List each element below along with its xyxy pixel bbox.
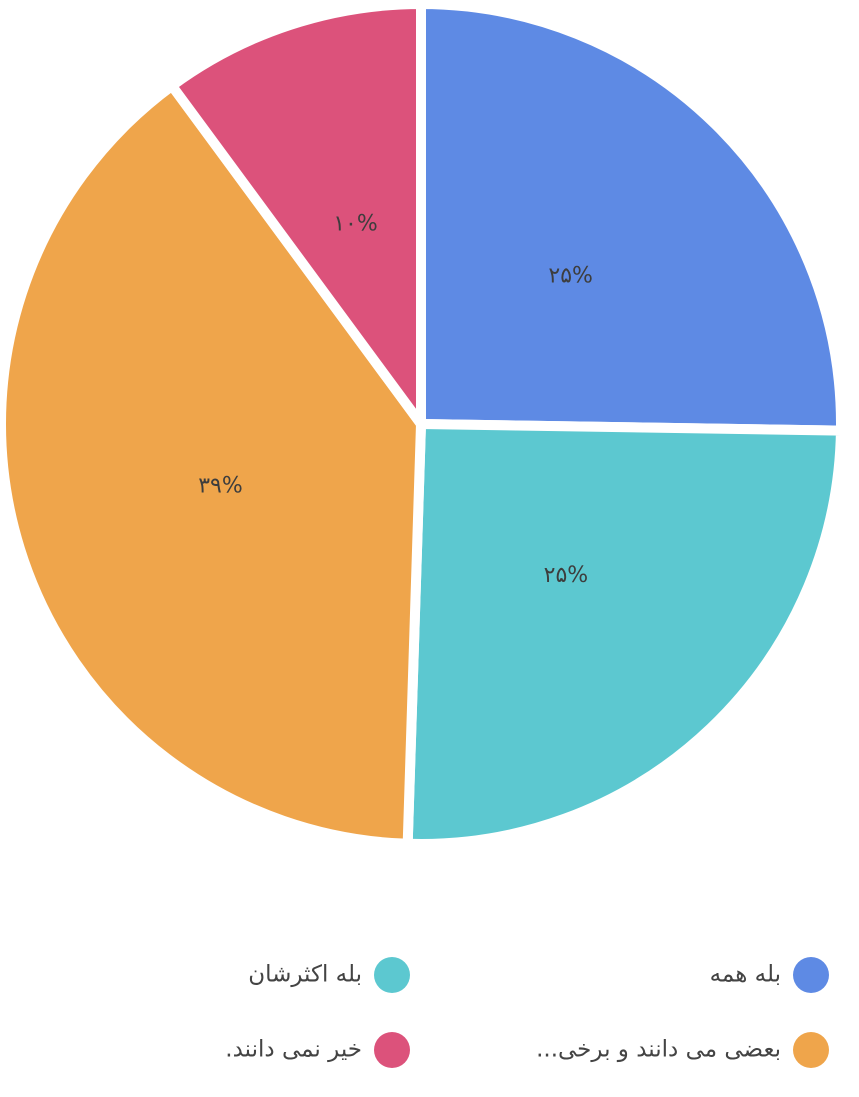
- legend-marker[interactable]: [793, 1032, 829, 1068]
- legend-label[interactable]: بله اکثرشان: [248, 962, 362, 988]
- slice-label: ۲۵%: [544, 563, 589, 588]
- pie-slice[interactable]: [402, 419, 846, 849]
- legend-marker[interactable]: [374, 957, 410, 993]
- legend-label[interactable]: خیر نمی دانند.: [225, 1037, 362, 1063]
- slice-label: ۱۰%: [333, 211, 378, 236]
- slice-label: ۳۹%: [198, 473, 243, 498]
- legend-label[interactable]: بعضی می دانند و برخی...: [536, 1037, 781, 1063]
- slice-label: ۲۵%: [548, 264, 593, 289]
- pie-slice[interactable]: [166, 0, 426, 429]
- pie-slice[interactable]: [416, 0, 846, 436]
- legend-marker[interactable]: [374, 1032, 410, 1068]
- legend-marker[interactable]: [793, 957, 829, 993]
- pie-slice[interactable]: [0, 80, 426, 849]
- legend-label[interactable]: بله همه: [710, 962, 781, 988]
